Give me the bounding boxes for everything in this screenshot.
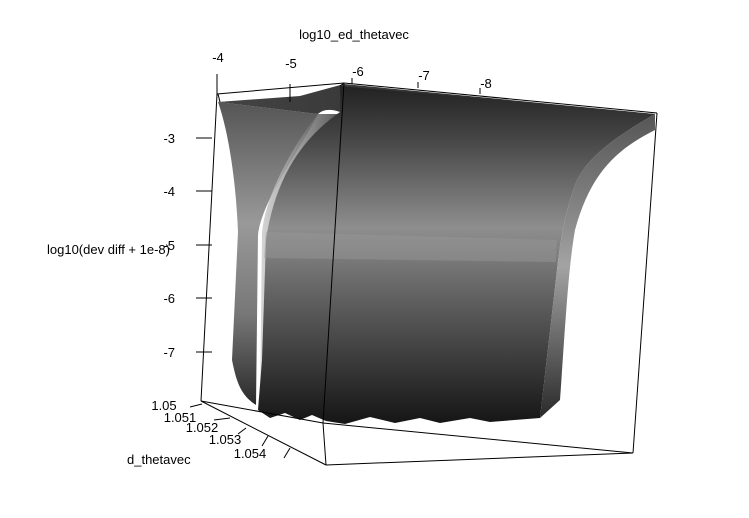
x-tick-1-label: -5 [285, 56, 297, 71]
y-tick-1-label: 1.051 [164, 410, 197, 425]
x-axis-title: log10_ed_thetavec [299, 27, 409, 42]
surface [218, 84, 655, 424]
y-axis-title: d_thetavec [127, 452, 191, 467]
y-tick-0-label: 1.05 [151, 398, 176, 413]
x-tick-2-label: -6 [352, 64, 364, 79]
y-tick-4-mark [283, 447, 291, 459]
x-tick-4-label: -8 [480, 76, 492, 91]
y-tick-3-mark [261, 435, 269, 447]
z-tick-1-label: -4 [163, 184, 175, 199]
x-axis-ticks: -4 -5 -6 -7 -8 [212, 50, 492, 102]
x-tick-0-label: -4 [212, 50, 224, 65]
box-front-edges [200, 82, 658, 466]
box-back-edges [200, 82, 658, 402]
z-axis-title: log10(dev diff + 1e-8) [47, 242, 170, 257]
z-tick-2-label: -5 [163, 238, 175, 253]
y-tick-1-mark [213, 417, 231, 421]
z-axis-ticks: -3 -4 -5 -6 -7 [163, 131, 212, 360]
y-tick-2-mark [237, 427, 247, 435]
x-tick-3-label: -7 [418, 68, 430, 83]
surface-highlight [264, 232, 557, 262]
surface-left-trough [218, 102, 318, 405]
y-tick-4-label: 1.054 [234, 446, 267, 461]
surface-front-wall [258, 86, 655, 424]
y-tick-2-label: 1.052 [186, 420, 219, 435]
y-tick-0-mark [189, 403, 203, 408]
z-tick-3-label: -6 [163, 291, 175, 306]
surface-right-wall [540, 114, 655, 418]
z-tick-4-label: -7 [163, 345, 175, 360]
z-tick-0-label: -3 [163, 131, 175, 146]
y-tick-3-label: 1.053 [209, 432, 242, 447]
